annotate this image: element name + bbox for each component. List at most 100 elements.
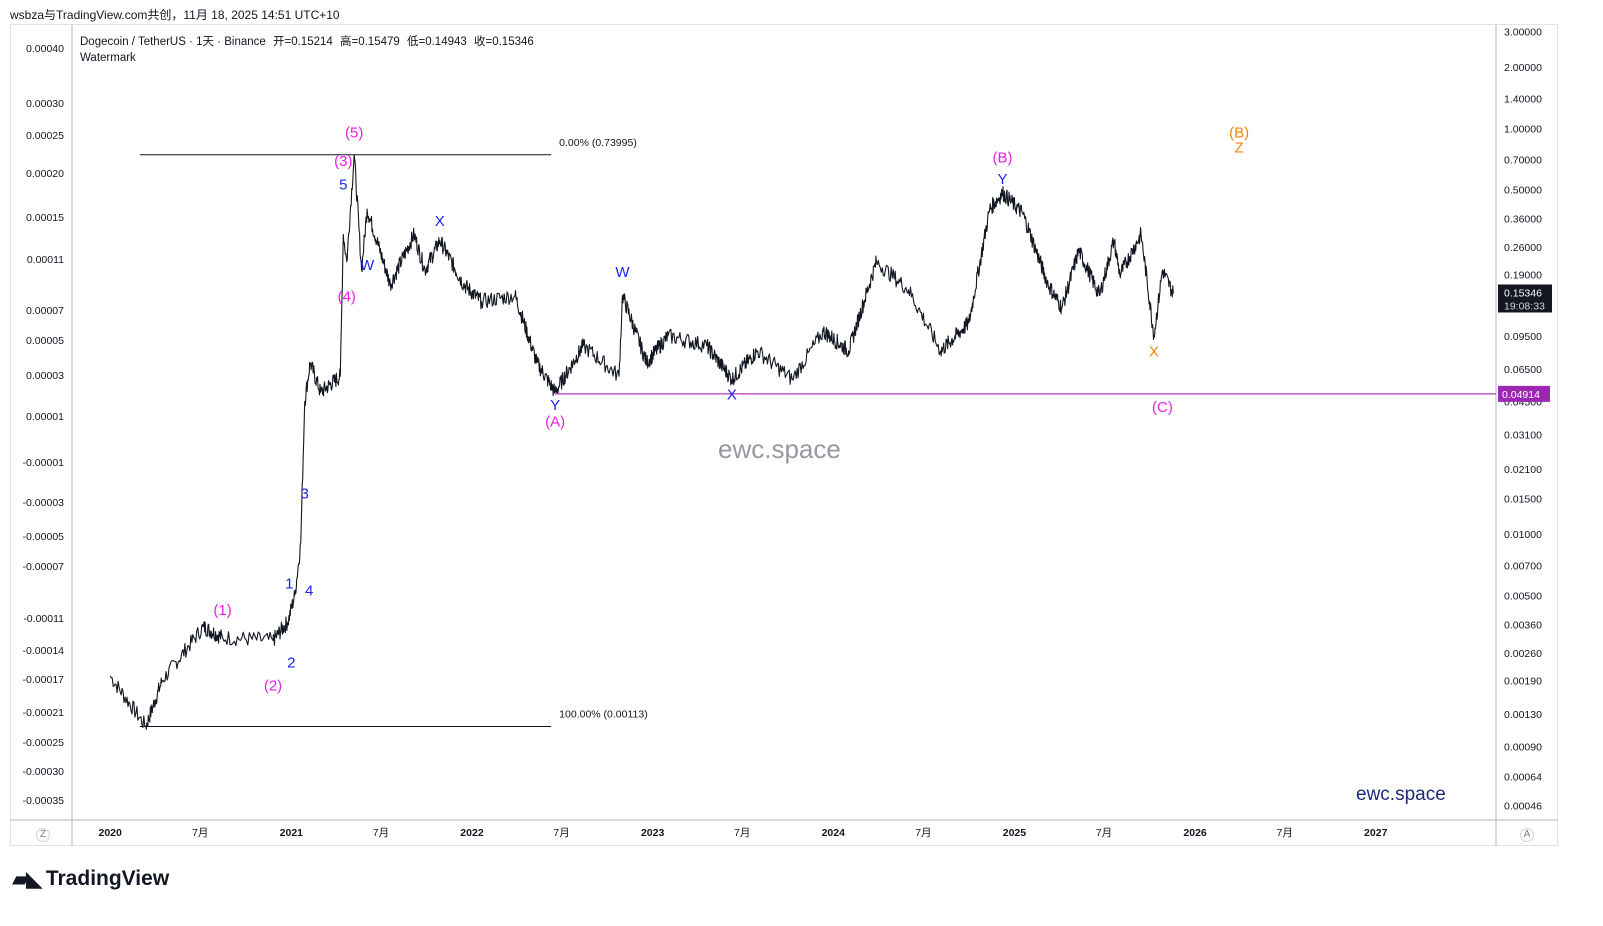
left-axis-tick: -0.00017 [23, 674, 65, 686]
chart-credit-line: wsbza与TradingView.com共创，11月 18, 2025 14:… [10, 8, 340, 22]
right-axis-tick: 0.03100 [1504, 429, 1542, 441]
time-axis-tick: 7月 [734, 827, 750, 839]
right-axis-tick: 1.00000 [1504, 123, 1542, 135]
price-line [109, 154, 1174, 730]
time-axis: 2020 7月 2021 7月 2022 7月 2023 7月 2024 7月 2025 7月 2026… [99, 827, 1388, 839]
right-axis-tick: 0.00360 [1504, 619, 1542, 631]
time-axis-tick: 2021 [280, 827, 304, 839]
fib-level-label: 0.00% (0.73995) [559, 137, 637, 149]
wave-label: (C) [1152, 399, 1173, 416]
wave-label: X [435, 213, 445, 230]
support-line-price-text: 0.04914 [1502, 389, 1540, 401]
legend-indicator[interactable]: Watermark [80, 52, 136, 64]
right-axis-tick: 0.50000 [1504, 184, 1542, 196]
wave-label: W [360, 257, 375, 274]
wave-label: 3 [301, 485, 309, 502]
left-axis-tick: 0.00001 [26, 411, 64, 423]
right-axis-tick: 0.00046 [1504, 801, 1542, 813]
right-axis-tick: 0.70000 [1504, 155, 1542, 167]
time-axis-tick: 7月 [915, 827, 931, 839]
right-axis-tick: 0.00064 [1504, 772, 1542, 784]
time-axis-tick: 7月 [1276, 827, 1292, 839]
brand-name: TradingView [45, 867, 170, 890]
time-axis-tick: 2027 [1364, 827, 1388, 839]
legend-close: 收=0.15346 [474, 36, 534, 48]
wave-label: (1) [213, 602, 231, 619]
right-axis-tick: 3.00000 [1504, 26, 1542, 38]
time-axis-tick: 2026 [1183, 827, 1207, 839]
legend-symbol: Dogecoin / TetherUS · 1天 · Binance [80, 36, 266, 48]
time-axis-tick: 7月 [373, 827, 389, 839]
left-axis-tick: -0.00014 [23, 645, 65, 657]
last-price-value: 0.15346 [1504, 287, 1542, 299]
wave-label: W [615, 264, 630, 281]
left-axis-tick: 0.00005 [26, 335, 64, 347]
time-axis-tick: 2025 [1003, 827, 1027, 839]
wave-label: (5) [345, 125, 363, 142]
left-axis-tick: -0.00005 [23, 531, 65, 543]
chart-legend: Dogecoin / TetherUS · 1天 · Binance 开=0.1… [80, 34, 538, 66]
right-axis-tick: 2.00000 [1504, 62, 1542, 74]
left-axis-tick: -0.00007 [23, 561, 65, 573]
right-axis-tick: 0.00090 [1504, 742, 1542, 754]
wave-label: 5 [339, 176, 347, 193]
support-line-price-tag [1498, 385, 1550, 402]
left-price-axis: 0.00040 0.00030 0.00025 0.00020 0.00015 0.000… [23, 43, 65, 807]
left-axis-tick: -0.00011 [23, 613, 64, 625]
legend-open: 开=0.15214 [273, 36, 333, 48]
fibonacci-retracement: 0.00% (0.73995) 100.00% (0.00113) [139, 137, 648, 727]
left-axis-tick: 0.00020 [26, 168, 64, 180]
time-axis-tick: 7月 [1096, 827, 1112, 839]
right-axis-tick: 0.01500 [1504, 493, 1542, 505]
wave-label: 1 [285, 576, 293, 593]
right-axis-tick: 0.01000 [1504, 529, 1542, 541]
left-axis-tick: 0.00007 [26, 305, 64, 317]
right-axis-tick: 0.19000 [1504, 270, 1542, 282]
wave-label: (4) [338, 289, 356, 306]
center-watermark: ewc.space [718, 434, 841, 464]
left-axis-tick: -0.00025 [23, 737, 65, 749]
wave-label: (2) [264, 677, 282, 694]
right-price-axis: 3.00000 2.00000 1.40000 1.00000 0.70000 0.500… [1504, 26, 1542, 812]
wave-label: Z [1235, 139, 1244, 156]
wave-label: (A) [545, 413, 565, 430]
time-axis-tick: 2024 [822, 827, 846, 839]
right-axis-tick: 0.00700 [1504, 561, 1542, 573]
zoom-button[interactable]: Z [36, 828, 50, 842]
left-axis-tick: 0.00040 [26, 43, 64, 55]
wave-label: Y [550, 397, 560, 414]
left-axis-tick: -0.00021 [23, 707, 65, 719]
right-axis-tick: 0.02100 [1504, 464, 1542, 476]
wave-label: (3) [334, 153, 352, 170]
right-axis-tick: 0.06500 [1504, 364, 1542, 376]
wave-label: Y [998, 171, 1008, 188]
wave-label: (B) [1229, 125, 1249, 142]
wave-label: (B) [993, 149, 1013, 166]
time-axis-tick: 7月 [192, 827, 208, 839]
price-series [109, 154, 1174, 730]
time-axis-tick: 7月 [553, 827, 569, 839]
wave-label: X [1149, 344, 1159, 361]
wave-label: 2 [287, 655, 295, 672]
right-axis-tick: 0.26000 [1504, 242, 1542, 254]
right-axis-tick: 0.09500 [1504, 331, 1542, 343]
time-axis-tick: 2023 [641, 827, 665, 839]
last-price-countdown: 19:08:33 [1504, 300, 1545, 312]
corner-watermark: ewc.space [1356, 784, 1446, 805]
right-axis-tick: 1.40000 [1504, 94, 1542, 106]
fib-level-label: 100.00% (0.00113) [559, 708, 648, 720]
legend-high: 高=0.15479 [340, 36, 400, 48]
left-axis-tick: -0.00035 [23, 795, 65, 807]
left-axis-tick: 0.00015 [26, 212, 64, 224]
time-axis-tick: 2022 [460, 827, 484, 839]
chart-frame [10, 24, 1558, 846]
left-axis-tick: 0.00025 [26, 130, 64, 142]
right-axis-tick: 0.00500 [1504, 590, 1542, 602]
left-axis-tick: -0.00001 [23, 457, 65, 469]
legend-low: 低=0.14943 [407, 36, 467, 48]
right-axis-tick: 0.36000 [1504, 213, 1542, 225]
auto-scale-button[interactable]: A [1520, 828, 1534, 842]
